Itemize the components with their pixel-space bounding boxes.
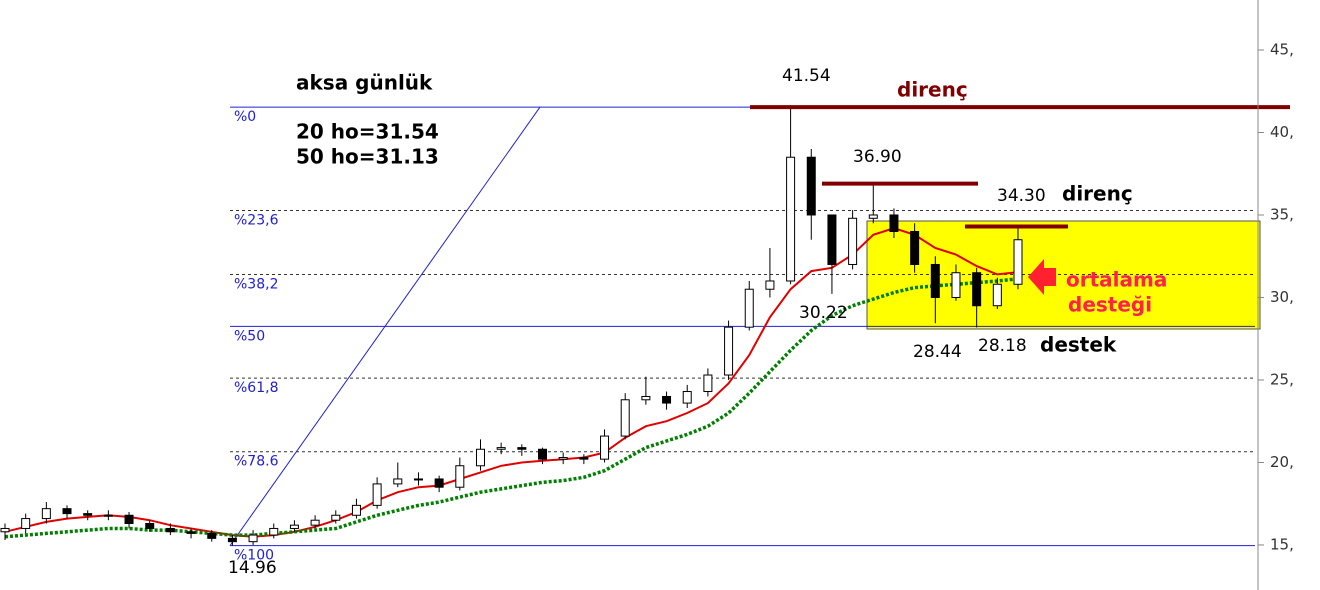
y-tick-label: 25, [1270,370,1294,388]
candle-body [62,508,72,515]
annotation: 34.30 [997,186,1046,206]
moving-average [4,277,1019,539]
candle-body [434,478,444,488]
candle-body [351,504,361,516]
candle-body [868,214,878,219]
candle-body [455,465,465,488]
fib-label: %100 [234,548,274,564]
candle-body [0,527,10,533]
candle-body [724,326,734,376]
candle-body [992,283,1002,307]
candle-body [786,156,796,282]
candle-body [827,214,837,265]
candle-body [145,523,155,529]
ma-label: 20 ho=31.54 [296,120,439,144]
candle-body [579,457,589,460]
candle-body [703,374,713,393]
y-tick-label: 20, [1270,453,1294,471]
candle-body [21,518,31,529]
y-tick-label: 40, [1270,123,1294,141]
fib-label: %0 [234,109,256,125]
arrow [1028,259,1056,295]
y-tick-label: 15, [1270,535,1294,553]
chart-title: aksa günlük [296,71,433,95]
annotation: 28.44 [913,342,962,362]
fib-label: %61,8 [234,380,278,396]
candle-body [83,513,93,516]
annotation: direnç [1062,182,1133,206]
candle-body [496,447,506,450]
highlight-box [866,220,1261,330]
y-tick-label: 45, [1270,40,1294,58]
candle-body [372,483,382,506]
candle-body [765,280,775,290]
annotation: 28.18 [978,336,1027,356]
candle-body [331,514,341,521]
annotation: 14.96 [228,558,277,578]
candle-body [165,527,175,533]
candle-body [910,230,920,265]
annotation: 41.54 [782,66,831,86]
plot-area [0,105,1290,547]
candle-body [393,478,403,485]
candle-body [951,272,961,298]
candle-body [475,448,485,467]
annotation: direnç [897,78,968,102]
candle-body [248,534,258,543]
fib-label: %38,2 [234,277,278,293]
annotation: desteği [1068,293,1152,317]
candle-body [289,524,299,529]
candle-body [662,395,672,404]
fib-trend-line [229,106,541,546]
y-tick-label: 35, [1270,205,1294,223]
candle-body [538,448,548,460]
candle-body [124,514,134,525]
candle-body [413,478,423,481]
y-tick-label: 30, [1270,288,1294,306]
candle-body [41,508,51,520]
candle-body [310,519,320,526]
candle-body [682,391,692,404]
candle-body [972,272,982,307]
candle-body [269,527,279,536]
candle-body [930,263,940,298]
fib-label: %78.6 [234,454,279,470]
candle-body [641,395,651,401]
candle-body [1013,239,1023,285]
candle-body [227,537,237,543]
ma-label: 50 ho=31.13 [296,145,439,169]
annotation: destek [1040,333,1117,357]
annotation: ortalama [1066,268,1167,292]
candle-body [806,156,816,216]
candle-body [517,447,527,450]
candle-body [744,288,754,328]
candle-body [848,217,858,265]
annotation: 30.22 [799,303,848,323]
candle-body [620,399,630,437]
fib-label: %50 [234,328,265,344]
candle-body [600,435,610,460]
candle-body [889,214,899,232]
candle-body [558,457,568,460]
candle-body [186,531,196,534]
candle-body [103,514,113,517]
fib-label: %23,6 [234,213,279,229]
candle-body [207,532,217,539]
annotation: 36.90 [853,147,902,167]
